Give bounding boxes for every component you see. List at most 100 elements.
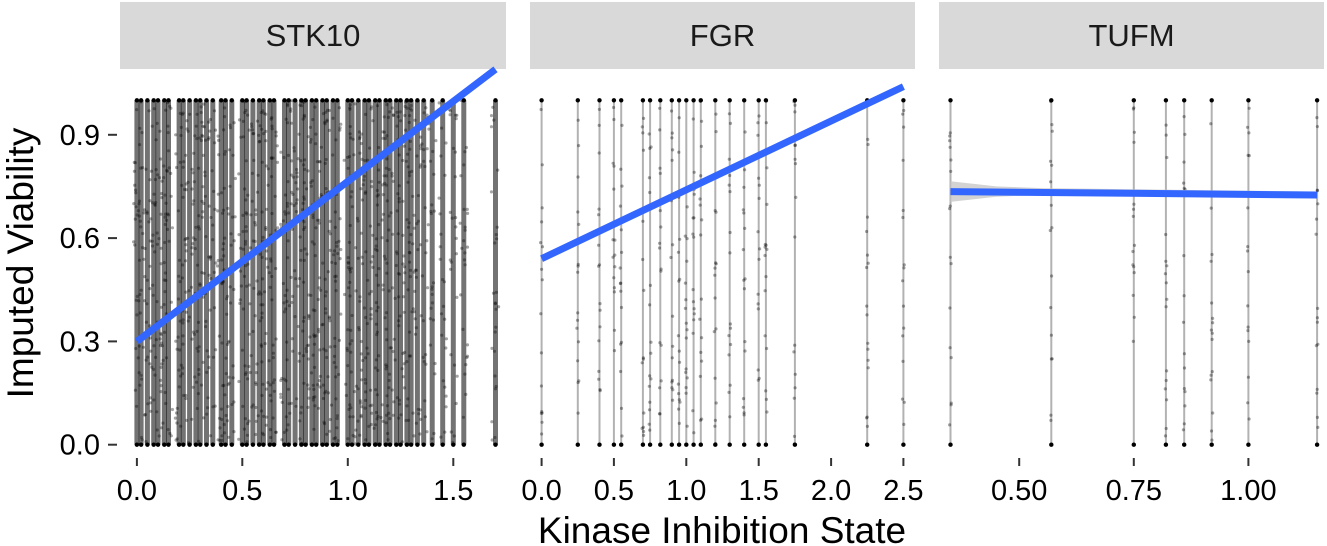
data-point bbox=[1209, 373, 1213, 377]
data-point bbox=[342, 158, 346, 162]
data-point bbox=[289, 202, 293, 206]
data-point bbox=[540, 278, 544, 282]
data-point bbox=[1245, 249, 1250, 253]
data-point bbox=[756, 368, 760, 372]
data-point bbox=[577, 379, 581, 383]
data-point bbox=[1050, 163, 1054, 167]
data-point bbox=[699, 233, 703, 237]
data-point bbox=[865, 415, 869, 419]
data-point bbox=[949, 356, 953, 360]
data-point bbox=[948, 131, 952, 135]
data-point bbox=[743, 349, 747, 353]
data-point-column bbox=[405, 98, 416, 447]
data-point bbox=[684, 298, 688, 302]
data-point bbox=[163, 390, 167, 395]
data-point bbox=[949, 262, 953, 266]
data-point bbox=[678, 400, 682, 404]
data-point bbox=[1211, 321, 1215, 325]
data-point bbox=[764, 121, 768, 125]
facet-strip-bg bbox=[530, 2, 915, 69]
data-point bbox=[658, 106, 662, 110]
data-point bbox=[540, 411, 544, 415]
data-point bbox=[612, 164, 616, 168]
data-point-column bbox=[900, 98, 906, 447]
data-point bbox=[728, 190, 732, 194]
data-point-column bbox=[676, 98, 682, 447]
data-point bbox=[576, 210, 580, 214]
data-point bbox=[901, 304, 906, 308]
data-point-column bbox=[698, 98, 704, 447]
data-point bbox=[619, 167, 623, 171]
data-point bbox=[698, 317, 702, 321]
data-point bbox=[1209, 122, 1213, 126]
data-point bbox=[576, 359, 580, 363]
x-tick-label: 0.5 bbox=[222, 475, 262, 507]
data-point bbox=[190, 187, 194, 191]
data-point bbox=[184, 237, 188, 241]
data-point bbox=[659, 343, 663, 347]
data-point bbox=[619, 289, 623, 293]
data-point bbox=[699, 350, 703, 354]
data-point bbox=[1315, 391, 1319, 395]
data-point bbox=[264, 331, 268, 336]
data-point bbox=[597, 243, 601, 247]
data-point bbox=[576, 264, 580, 268]
data-point bbox=[677, 392, 681, 396]
data-point bbox=[317, 330, 321, 334]
data-point-column bbox=[419, 98, 430, 447]
data-point bbox=[611, 98, 617, 103]
data-point bbox=[793, 143, 798, 147]
data-point bbox=[742, 442, 747, 447]
data-point bbox=[865, 229, 869, 234]
data-point bbox=[1164, 281, 1168, 285]
data-point bbox=[1314, 98, 1320, 103]
data-point bbox=[444, 337, 448, 341]
data-point bbox=[1211, 316, 1215, 320]
data-point bbox=[1049, 413, 1053, 417]
data-point bbox=[713, 209, 717, 213]
data-point bbox=[670, 158, 674, 162]
data-point bbox=[727, 442, 732, 447]
data-point bbox=[658, 386, 662, 390]
data-point bbox=[359, 187, 363, 191]
data-point bbox=[670, 378, 675, 382]
data-point bbox=[657, 246, 662, 250]
data-point bbox=[669, 109, 674, 113]
data-point bbox=[647, 384, 651, 388]
data-point bbox=[640, 442, 646, 447]
data-point bbox=[763, 253, 767, 258]
data-point bbox=[670, 136, 674, 140]
data-point bbox=[384, 327, 388, 331]
data-point bbox=[598, 389, 602, 393]
data-point bbox=[713, 376, 717, 380]
data-point bbox=[676, 442, 682, 447]
data-point bbox=[1182, 254, 1186, 258]
data-point bbox=[539, 351, 544, 355]
data-point bbox=[742, 411, 746, 415]
y-tick-label: 0.0 bbox=[60, 430, 100, 462]
data-point bbox=[406, 397, 410, 401]
data-point bbox=[539, 384, 544, 388]
data-point bbox=[1050, 226, 1054, 230]
data-point bbox=[620, 184, 624, 188]
data-point bbox=[649, 340, 653, 344]
data-point bbox=[727, 353, 731, 357]
data-point bbox=[676, 382, 681, 386]
data-point bbox=[619, 342, 623, 346]
data-point bbox=[279, 150, 283, 154]
data-point bbox=[756, 230, 760, 234]
data-point bbox=[1181, 428, 1185, 432]
data-point bbox=[1131, 293, 1135, 297]
data-point-column bbox=[332, 98, 343, 447]
x-tick-label: 0.0 bbox=[521, 475, 561, 507]
data-point bbox=[763, 98, 769, 103]
data-point bbox=[792, 434, 797, 438]
data-point bbox=[1132, 243, 1137, 247]
data-point bbox=[648, 374, 652, 378]
data-point bbox=[575, 442, 580, 447]
data-point bbox=[902, 125, 906, 129]
data-point bbox=[671, 344, 675, 348]
data-point bbox=[258, 139, 262, 143]
data-point bbox=[728, 230, 732, 235]
data-point bbox=[1245, 125, 1250, 129]
